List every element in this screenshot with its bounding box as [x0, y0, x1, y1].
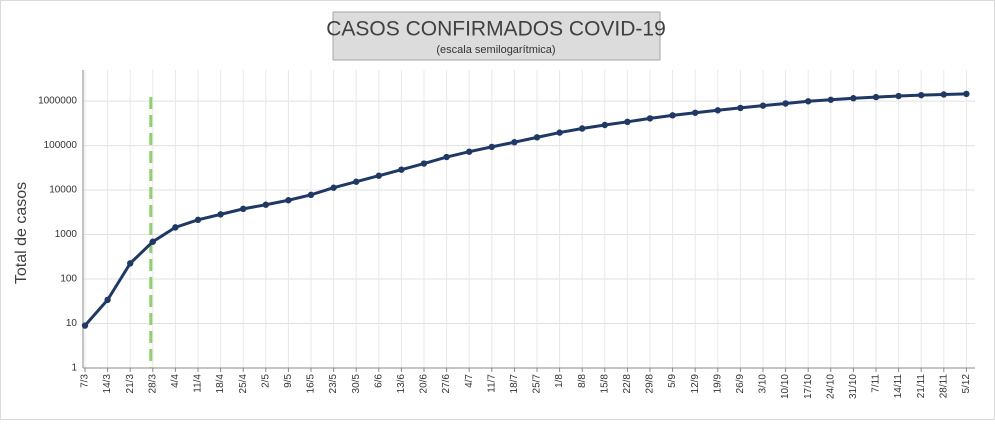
x-tick-label: 12/9 — [690, 374, 701, 394]
x-tick-label: 4/4 — [170, 374, 181, 388]
x-tick-label: 25/7 — [532, 374, 543, 394]
x-tick-label: 14/3 — [102, 374, 113, 394]
data-point — [805, 98, 812, 105]
x-tick-label: 18/4 — [215, 374, 226, 394]
data-point — [420, 160, 428, 167]
data-point — [669, 112, 676, 119]
x-tick-label: 31/10 — [848, 374, 859, 399]
x-tick-label: 28/3 — [147, 374, 158, 394]
x-tick-label: 5/12 — [961, 374, 972, 394]
x-tick-label: 4/7 — [464, 374, 475, 388]
x-tick-label: 21/11 — [916, 374, 927, 399]
x-tick-label: 13/6 — [396, 374, 407, 394]
data-point — [375, 172, 382, 179]
x-tick-label: 28/11 — [938, 374, 949, 399]
data-point — [285, 197, 292, 204]
data-point — [714, 107, 721, 114]
x-tick-label: 17/10 — [803, 374, 814, 399]
data-point — [307, 191, 315, 199]
data-point — [556, 129, 563, 136]
x-tick-label: 8/8 — [577, 374, 588, 388]
data-point — [624, 118, 631, 126]
x-tick-label: 25/4 — [238, 374, 249, 394]
x-tick-label: 29/8 — [645, 374, 656, 394]
data-point — [353, 178, 360, 185]
data-point — [895, 92, 902, 100]
x-tick-label: 30/5 — [351, 374, 362, 394]
y-tick-label: 100000 — [44, 140, 78, 151]
x-tick-label: 14/11 — [893, 374, 904, 399]
x-tick-label: 9/5 — [283, 374, 294, 388]
data-point — [172, 224, 179, 231]
x-tick-label: 24/10 — [825, 374, 836, 399]
x-tick-label: 7/11 — [871, 374, 882, 393]
data-point — [827, 96, 834, 103]
x-tick-label: 23/5 — [328, 374, 339, 394]
x-tick-label: 16/5 — [306, 374, 317, 394]
x-tick-label: 19/9 — [712, 374, 723, 394]
x-tick-label: 20/6 — [419, 374, 430, 394]
data-point — [217, 211, 224, 218]
data-point — [601, 121, 608, 129]
data-point — [466, 148, 473, 155]
x-tick-label: 2/5 — [260, 374, 271, 388]
x-tick-label: 18/7 — [509, 374, 520, 394]
series-line — [83, 92, 967, 327]
data-point — [759, 102, 767, 109]
x-tick-label: 21/3 — [125, 374, 136, 394]
data-point — [782, 100, 789, 107]
data-point — [963, 90, 970, 98]
chart-subtitle: (escala semilogarítmica) — [436, 44, 555, 56]
x-tick-label: 3/10 — [758, 374, 769, 394]
x-tick-label: 7/3 — [80, 374, 91, 388]
y-tick-label: 1000000 — [38, 96, 77, 107]
data-point — [240, 205, 247, 213]
data-point — [330, 184, 337, 191]
data-point — [850, 95, 857, 102]
data-point — [940, 91, 947, 98]
data-point — [194, 216, 202, 224]
data-point — [443, 153, 450, 161]
data-point — [81, 322, 89, 329]
y-axis-label: Total de casos — [13, 182, 30, 284]
data-point — [692, 109, 699, 116]
x-tick-label: 10/10 — [780, 374, 791, 399]
data-point — [398, 166, 405, 173]
data-point — [149, 238, 156, 245]
x-tick-label: 5/9 — [667, 374, 678, 388]
data-point — [737, 104, 744, 112]
chart-title: CASOS CONFIRMADOS COVID-19 — [326, 18, 666, 41]
x-tick-label: 1/8 — [554, 374, 565, 388]
data-point — [872, 93, 880, 101]
x-tick-label: 27/6 — [441, 374, 452, 394]
data-point — [127, 260, 134, 267]
data-point — [488, 143, 495, 151]
data-point — [104, 296, 111, 304]
data-point — [262, 201, 269, 208]
y-tick-label: 1 — [71, 363, 77, 374]
data-point — [533, 134, 541, 141]
data-point — [918, 91, 925, 99]
y-tick-label: 10000 — [49, 185, 77, 196]
x-tick-label: 26/9 — [735, 374, 746, 394]
x-tick-label: 6/6 — [373, 374, 384, 388]
y-tick-label: 1000 — [55, 229, 78, 240]
x-tick-label: 11/4 — [193, 374, 204, 393]
title-box — [332, 11, 661, 61]
x-tick-label: 11/7 — [486, 374, 497, 393]
x-tick-label: 15/8 — [599, 374, 610, 394]
x-tick-label: 22/8 — [622, 374, 633, 394]
y-tick-label: 10 — [66, 318, 78, 329]
y-tick-label: 100 — [60, 274, 77, 285]
data-point — [579, 125, 586, 132]
data-point — [511, 139, 518, 146]
data-point — [646, 115, 654, 122]
